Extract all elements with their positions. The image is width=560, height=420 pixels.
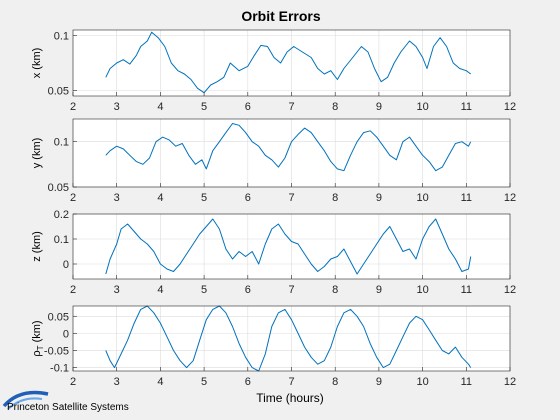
x-tick-label: 7: [288, 101, 294, 113]
x-tick-label: 4: [157, 101, 163, 113]
x-tick-label: 4: [157, 192, 163, 204]
x-tick-label: 2: [70, 192, 76, 204]
y-axis-label: x (km): [31, 48, 43, 79]
y-axis-label: z (km): [31, 231, 43, 262]
x-tick-label: 11: [461, 101, 472, 113]
x-tick-label: 12: [504, 284, 516, 296]
y-tick-label: 0.1: [54, 234, 69, 246]
x-tick-label: 5: [201, 376, 207, 388]
x-tick-label: 5: [201, 101, 207, 113]
y-tick-label: 0.1: [54, 137, 69, 149]
x-tick-label: 4: [157, 376, 163, 388]
x-tick-label: 11: [461, 376, 472, 388]
x-tick-label: 6: [245, 101, 251, 113]
logo-swoosh-icon: [2, 390, 49, 410]
x-tick-label: 12: [504, 192, 516, 204]
x-tick-label: 10: [416, 376, 428, 388]
x-tick-label: 5: [201, 284, 207, 296]
y-tick-label: 0.05: [48, 311, 69, 323]
series-line-rho-T-error: [105, 305, 472, 372]
y-axis-label: ρT (km): [31, 320, 45, 356]
x-tick-label: 2: [70, 376, 76, 388]
x-tick-label: 3: [114, 192, 120, 204]
series-line-x-error: [105, 31, 472, 94]
x-tick-label: 3: [114, 284, 120, 296]
x-axis-label: Time (hours): [256, 391, 324, 405]
x-tick-label: 11: [461, 192, 472, 204]
logo-text: Princeton Satellite Systems: [7, 402, 129, 413]
x-tick-label: 2: [70, 284, 76, 296]
x-tick-label: 12: [504, 101, 516, 113]
x-tick-label: 7: [288, 284, 294, 296]
figure-title: Orbit Errors: [241, 8, 321, 24]
y-tick-label: -0.1: [50, 363, 69, 375]
subplots-group: 2 3 4 5 6 7 8 9 10 11 12 0.05 0.1 x (km) 2 3 4 5 6 7 8 9 10 11 1…: [31, 29, 516, 388]
subplot-x-error: 2 3 4 5 6 7 8 9 10 11 12 0.05 0.1 x (km): [31, 29, 516, 113]
subplot-y-error: 2 3 4 5 6 7 8 9 10 11 12 0.05 0.1 y (km): [31, 118, 516, 204]
x-tick-label: 10: [416, 192, 428, 204]
x-tick-label: 9: [376, 376, 382, 388]
subplot-z-error: 2 3 4 5 6 7 8 9 10 11 12 0 0.1 0.2 z (km): [31, 209, 516, 296]
company-logo: Princeton Satellite Systems: [2, 390, 129, 413]
x-tick-label: 9: [376, 192, 382, 204]
y-tick-label: 0.05: [48, 182, 69, 194]
x-tick-label: 5: [201, 192, 207, 204]
x-tick-label: 9: [376, 284, 382, 296]
y-axis-label: y (km): [31, 138, 43, 169]
x-tick-label: 3: [114, 376, 120, 388]
x-tick-label: 6: [245, 376, 251, 388]
x-tick-label: 8: [332, 284, 338, 296]
x-tick-label: 7: [288, 192, 294, 204]
x-tick-label: 6: [245, 192, 251, 204]
x-tick-label: 8: [332, 101, 338, 113]
x-tick-label: 4: [157, 284, 163, 296]
y-tick-label: 0: [63, 328, 69, 340]
x-tick-label: 2: [70, 101, 76, 113]
y-tick-label: -0.05: [44, 345, 69, 357]
series-line-y-error: [105, 123, 472, 172]
x-tick-label: 6: [245, 284, 251, 296]
x-tick-label: 10: [416, 284, 428, 296]
x-tick-label: 11: [461, 284, 472, 296]
y-tick-label: 0.1: [54, 31, 69, 43]
x-tick-label: 3: [114, 101, 120, 113]
x-tick-label: 8: [332, 376, 338, 388]
y-tick-label: 0: [63, 259, 69, 271]
x-tick-label: 10: [416, 101, 428, 113]
y-tick-label: 0.05: [48, 86, 69, 98]
x-tick-label: 12: [504, 376, 516, 388]
x-tick-label: 7: [288, 376, 294, 388]
x-tick-label: 9: [376, 101, 382, 113]
series-line-z-error: [105, 218, 472, 275]
y-tick-label: 0.2: [54, 209, 69, 221]
x-tick-label: 8: [332, 192, 338, 204]
